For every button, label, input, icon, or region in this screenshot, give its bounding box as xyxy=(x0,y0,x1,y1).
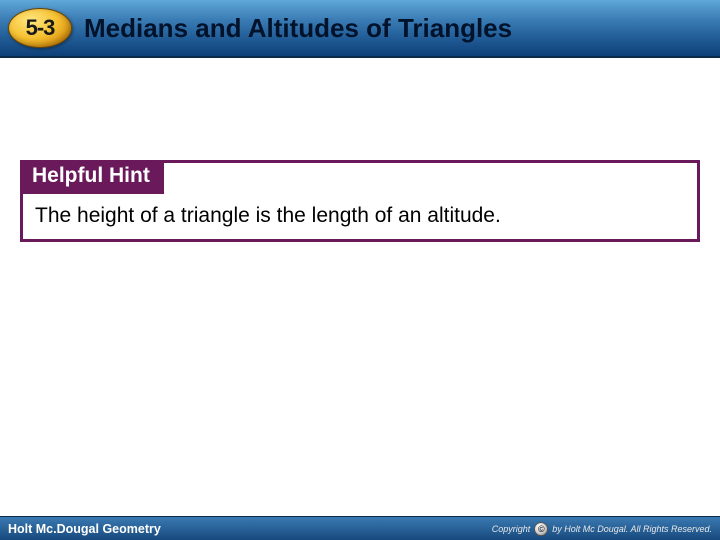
slide-footer: Holt Mc.Dougal Geometry Copyright © by H… xyxy=(0,516,720,540)
slide-content: Helpful Hint The height of a triangle is… xyxy=(20,160,700,242)
slide-header: 5-3 Medians and Altitudes of Triangles xyxy=(0,0,720,58)
helpful-hint-box: Helpful Hint The height of a triangle is… xyxy=(20,160,700,242)
hint-label: Helpful Hint xyxy=(20,160,164,194)
section-number: 5-3 xyxy=(26,15,55,41)
copyright-icon: © xyxy=(534,522,548,536)
section-badge: 5-3 xyxy=(6,6,74,50)
footer-publisher: Holt Mc.Dougal Geometry xyxy=(8,522,161,536)
copyright-word: Copyright xyxy=(492,524,531,534)
copyright-text: by Holt Mc Dougal. All Rights Reserved. xyxy=(552,524,712,534)
footer-copyright: Copyright © by Holt Mc Dougal. All Right… xyxy=(492,522,712,536)
slide-title: Medians and Altitudes of Triangles xyxy=(84,13,512,44)
